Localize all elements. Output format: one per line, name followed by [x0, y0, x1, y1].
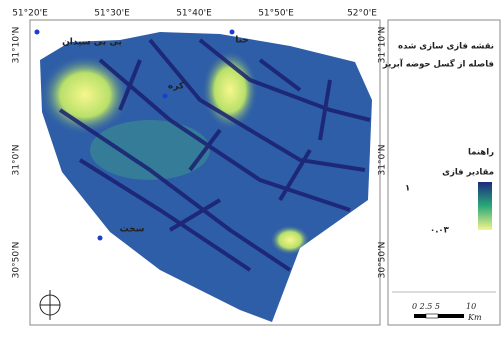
lon-label: 51°30'E	[94, 9, 130, 19]
lat-labels: 31°10'N 31°10'N 31°0'N 31°0'N 30°50'N 30°50'N	[12, 27, 388, 279]
lon-label: 51°20'E	[12, 9, 48, 19]
place-label: حنا	[235, 36, 249, 46]
lat-label: 31°10'N	[12, 27, 22, 64]
scale-unit: Km	[467, 313, 482, 322]
scale-end: 10	[466, 302, 476, 311]
lon-label: 52°0'E	[347, 9, 377, 19]
legend-title: نقشه فازی سازی شده	[398, 42, 494, 52]
legend-high: ۱	[405, 184, 410, 194]
lon-label: 51°40'E	[176, 9, 212, 19]
lat-label: 31°0'N	[12, 145, 22, 176]
color-ramp	[478, 182, 492, 230]
lat-label: 31°0'N	[378, 145, 388, 176]
lat-label: 31°10'N	[378, 27, 388, 64]
legend-heading: راهنما	[468, 148, 494, 158]
legend-panel: نقشه فازی سازی شده فاصله از گسل حوضه آبر…	[382, 19, 501, 326]
lon-label: 51°50'E	[258, 9, 294, 19]
lat-label: 30°50'N	[378, 242, 388, 279]
scale-ticks: 0 2.5 5	[412, 302, 440, 311]
map-frame	[29, 19, 381, 326]
legend-title: فاصله از گسل حوضه آبریز	[382, 58, 494, 70]
place-label: بی بی سیدان	[62, 38, 122, 48]
legend-low: ۰.۰۳	[430, 226, 450, 236]
lat-label: 30°50'N	[12, 242, 22, 279]
place-label: کره	[168, 82, 185, 92]
legend-subheading: مقادیر فازی	[442, 168, 494, 178]
place-label: سخت	[120, 225, 145, 235]
lon-labels: 51°20'E 51°30'E 51°40'E 51°50'E 52°0'E	[12, 9, 377, 19]
